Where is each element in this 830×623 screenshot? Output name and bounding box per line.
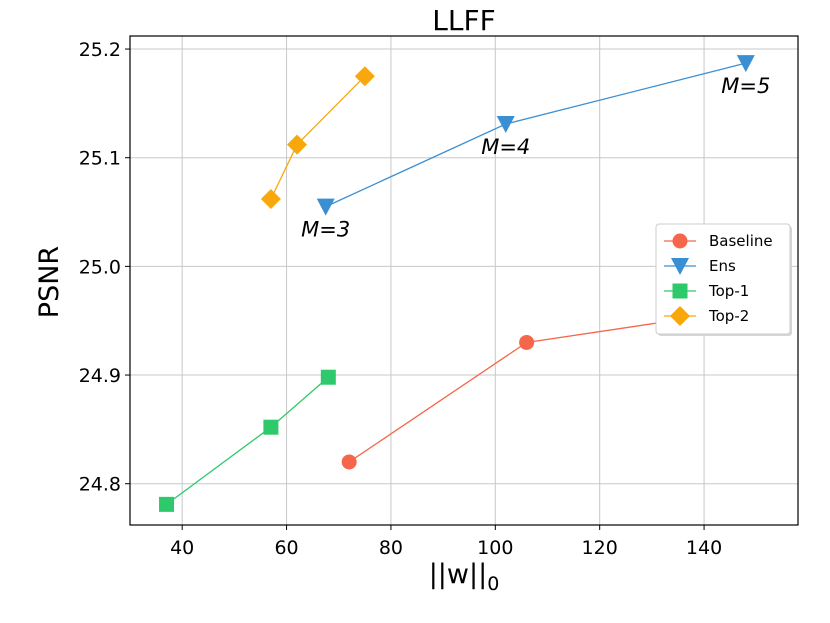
legend-box: [655, 223, 791, 335]
data-point: [316, 198, 335, 216]
legend-label: Top-2: [708, 307, 749, 325]
legend-item: Top-2: [664, 306, 749, 326]
legend-item: Baseline: [664, 232, 773, 250]
data-point: [320, 369, 336, 385]
data-point: [341, 454, 357, 470]
series-top-2: [260, 66, 375, 209]
x-tick-label: 40: [170, 537, 194, 559]
legend-marker: [672, 233, 688, 249]
y-tick-label: 25.0: [79, 256, 121, 278]
legend-marker: [671, 258, 689, 275]
plot-frame: [129, 35, 799, 526]
series-line: [325, 62, 746, 208]
data-point: [263, 419, 279, 435]
data-point: [159, 496, 175, 512]
legend-item: Ens: [664, 257, 736, 275]
annotation-label: M=4: [481, 135, 530, 159]
tick-labels: 40 60 80 100 120 140 24.8 24.9 25.0 25.1 25.2: [79, 39, 723, 559]
legend-label: Ens: [709, 257, 736, 275]
y-tick-label: 25.1: [79, 148, 121, 170]
y-tick-label: 24.8: [79, 474, 121, 496]
x-tick-label: 80: [379, 537, 403, 559]
legend-label: Top-1: [708, 282, 749, 300]
chart-title: LLFF: [432, 4, 495, 37]
x-axis-title-subscript: 0: [487, 573, 499, 595]
data-point: [260, 189, 281, 209]
y-axis-title: PSNR: [34, 246, 65, 318]
series-layer: [159, 55, 755, 512]
annotation-label: M=3: [301, 218, 350, 242]
x-tick-label: 60: [274, 537, 298, 559]
series-top-1: [159, 369, 336, 512]
legend-marker: [670, 306, 690, 326]
data-point: [519, 334, 535, 350]
data-point: [354, 66, 375, 87]
data-point: [736, 55, 755, 73]
data-point: [496, 116, 515, 134]
series-line: [166, 376, 329, 505]
series-line: [270, 75, 366, 200]
annotation-label: M=5: [721, 74, 770, 98]
x-tick-label: 140: [686, 537, 722, 559]
legend-marker: [672, 283, 688, 299]
data-point: [287, 134, 307, 155]
y-tick-label: 25.2: [79, 39, 121, 61]
y-tick-label: 24.9: [79, 365, 121, 387]
x-axis-title: ||w||0: [429, 559, 500, 595]
legend-label: Baseline: [709, 232, 773, 250]
x-tick-label: 100: [477, 537, 513, 559]
annotations: M=3 M=4 M=5: [301, 74, 770, 241]
x-tick-label: 120: [582, 537, 618, 559]
series-ens: [316, 55, 755, 216]
legend: Baseline Ens Top-1 Top-2: [655, 223, 792, 336]
x-axis-title-main: ||w||: [429, 559, 487, 590]
legend-item: Top-1: [664, 282, 749, 300]
